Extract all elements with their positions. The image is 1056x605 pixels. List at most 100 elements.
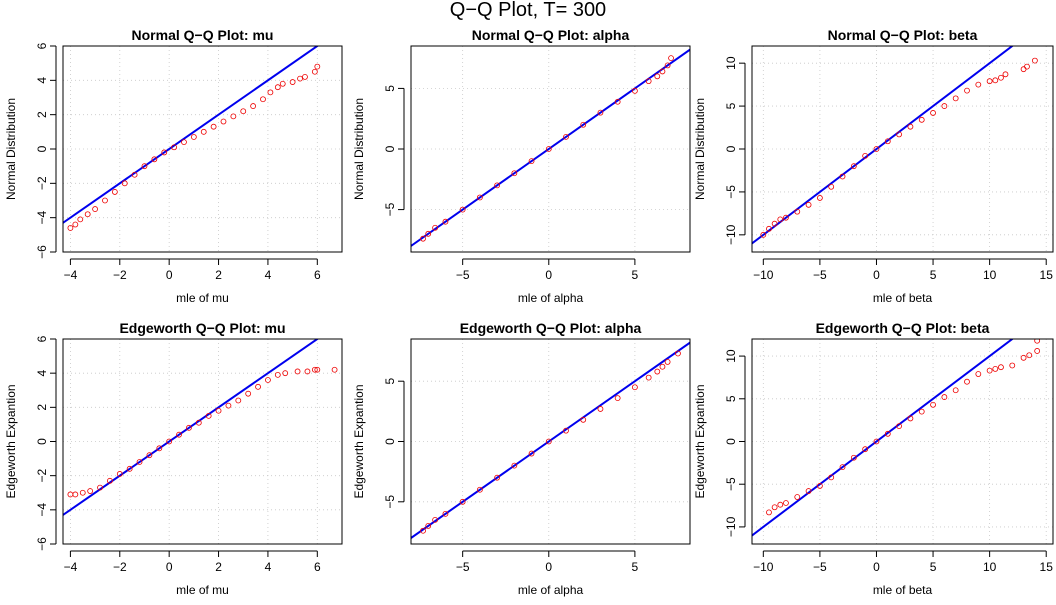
qq-point	[314, 366, 321, 373]
qq-point	[941, 394, 948, 400]
x-tick-label: −10	[753, 268, 774, 282]
y-axis: −5 0 5	[383, 378, 405, 509]
qq-point	[873, 438, 880, 445]
y-tick-label: −2	[35, 469, 49, 483]
qq-point	[873, 146, 880, 152]
qq-point	[166, 438, 173, 445]
y-tick-label: 0	[724, 145, 738, 152]
qq-point	[304, 368, 311, 375]
qq-point	[225, 402, 232, 409]
x-tick-label: 0	[545, 268, 552, 282]
qq-point	[771, 220, 778, 227]
panel-title: Normal Q−Q Plot: beta	[828, 27, 978, 43]
qq-point	[668, 55, 674, 62]
qq-point	[297, 75, 303, 82]
y-axis-label: Edgeworth Expantion	[4, 384, 18, 498]
qq-point	[92, 206, 98, 212]
y-tick-label: 0	[383, 145, 397, 152]
y-tick-label: 10	[724, 349, 738, 363]
x-tick-label: 5	[930, 560, 937, 574]
x-tick-label: −5	[456, 560, 470, 574]
qq-point	[67, 225, 74, 231]
grid-lines	[411, 46, 690, 252]
qq-point	[107, 477, 113, 484]
qq-point	[72, 221, 79, 228]
qq-point	[631, 384, 638, 391]
qq-point	[156, 445, 163, 452]
qq-point	[952, 95, 959, 102]
y-tick-label: −6	[35, 245, 49, 259]
qq-point	[645, 374, 652, 381]
qq-point	[230, 113, 237, 120]
panel-title: Edgeworth Q−Q Plot: alpha	[460, 320, 642, 336]
y-tick-label: 0	[724, 438, 738, 445]
x-tick-label: 15	[1040, 560, 1054, 574]
qq-point	[432, 224, 439, 231]
x-tick-label: −5	[456, 268, 470, 282]
qq-point	[126, 465, 133, 472]
qq-point	[941, 103, 948, 109]
qq-point	[1026, 352, 1033, 359]
x-tick-label: −4	[64, 560, 78, 574]
x-tick-label: 4	[265, 268, 272, 282]
panel-1: −4 −2 0 2 4 6 −6 −4 −2 0 2 4 6 Normal Q−Q Plot: mu mle…	[4, 27, 343, 305]
x-tick-label: −5	[813, 268, 827, 282]
qq-point	[1034, 348, 1041, 354]
qq-point	[459, 206, 466, 213]
x-tick-label: 5	[632, 560, 639, 574]
qq-point	[176, 431, 182, 438]
reference-line	[752, 46, 1014, 245]
reference-line	[411, 341, 690, 540]
qq-point	[282, 370, 289, 377]
qq-point	[476, 486, 483, 493]
qq-point	[1024, 63, 1030, 70]
qq-point	[425, 523, 432, 529]
qq-point	[1009, 362, 1016, 369]
qq-point	[190, 134, 197, 140]
qq-point	[528, 450, 535, 457]
y-tick-label: 0	[35, 438, 49, 445]
y-tick-label: 5	[724, 102, 738, 109]
qq-point	[186, 424, 192, 431]
qq-point	[511, 462, 518, 469]
qq-point	[964, 378, 970, 385]
qq-point	[930, 401, 936, 408]
qq-point	[659, 363, 666, 370]
qq-point	[975, 81, 982, 88]
qq-point	[975, 371, 982, 377]
qq-point	[930, 110, 936, 116]
qq-point	[964, 87, 970, 94]
y-axis-label: Edgeworth Expantion	[352, 384, 366, 498]
qq-point	[545, 438, 552, 445]
qq-point	[794, 494, 801, 500]
qq-point	[314, 63, 321, 70]
qq-point	[766, 509, 772, 516]
panel-4: −4 −2 0 2 4 6 −6 −4 −2 0 2 4 6 Edgeworth Q−Q Plot: mu…	[4, 320, 343, 597]
qq-point	[850, 163, 857, 170]
y-tick-label: 10	[724, 56, 738, 70]
plot-frame	[62, 338, 343, 545]
qq-point	[442, 218, 449, 225]
qq-point	[907, 415, 914, 422]
panel-grid: −4 −2 0 2 4 6 −6 −4 −2 0 2 4 6 Normal Q−Q Plot: mu mle…	[4, 27, 1054, 597]
qq-point	[102, 197, 108, 204]
qq-point	[131, 171, 138, 178]
x-axis-label: mle of alpha	[518, 291, 584, 305]
y-tick-label: 6	[35, 42, 49, 49]
qq-point	[260, 96, 266, 103]
y-tick-label: 5	[724, 395, 738, 402]
qq-points	[420, 350, 681, 534]
qq-point	[79, 489, 86, 496]
qq-points	[67, 63, 321, 231]
qq-point	[77, 216, 84, 223]
qq-point	[884, 138, 891, 145]
x-axis-label: mle of mu	[176, 583, 229, 597]
x-axis: −5 0 5	[456, 258, 639, 282]
figure-title: Q−Q Plot, T= 300	[450, 0, 606, 21]
x-axis-label: mle of beta	[873, 291, 933, 305]
qq-point	[580, 416, 587, 423]
x-tick-label: 0	[545, 560, 552, 574]
qq-point	[420, 235, 426, 242]
qq-point	[766, 225, 772, 232]
plot-frame	[410, 45, 691, 253]
